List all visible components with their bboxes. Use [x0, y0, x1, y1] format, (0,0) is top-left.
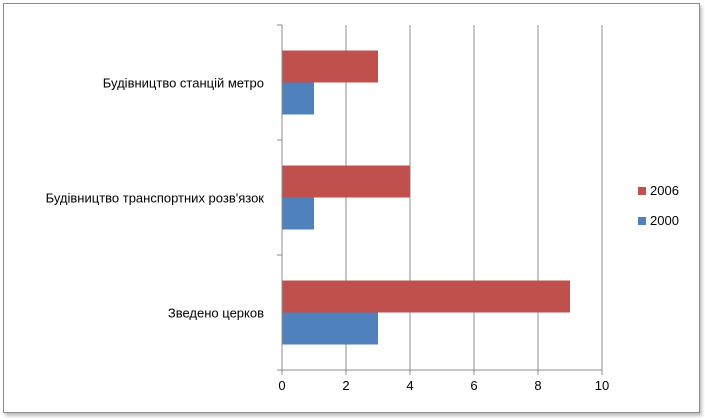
bar [282, 50, 378, 83]
legend: 2006 2000 [638, 183, 679, 228]
x-tick-label: 10 [595, 378, 609, 393]
bar [282, 312, 378, 345]
category-label: Будівництво транспортних розв'язок [46, 191, 265, 206]
legend-label: 2000 [650, 213, 679, 228]
bar [282, 280, 570, 313]
x-tick-label: 8 [534, 378, 541, 393]
bar [282, 165, 410, 198]
legend-swatch [638, 187, 646, 195]
x-tick-label: 4 [406, 378, 413, 393]
bar [282, 197, 314, 230]
category-label: Будівництво станцій метро [103, 76, 264, 91]
axes [277, 24, 603, 375]
x-tick-label: 6 [470, 378, 477, 393]
legend-label: 2006 [650, 183, 679, 198]
category-labels: Будівництво станцій метро Будівництво тра… [46, 76, 265, 321]
x-tick-labels: 0 2 4 6 8 10 [278, 378, 609, 393]
x-tick-label: 2 [342, 378, 349, 393]
bars [282, 50, 570, 345]
legend-swatch [638, 217, 646, 225]
x-tick-label: 0 [278, 378, 285, 393]
bar [282, 82, 314, 115]
category-label: Зведено церков [168, 306, 264, 321]
